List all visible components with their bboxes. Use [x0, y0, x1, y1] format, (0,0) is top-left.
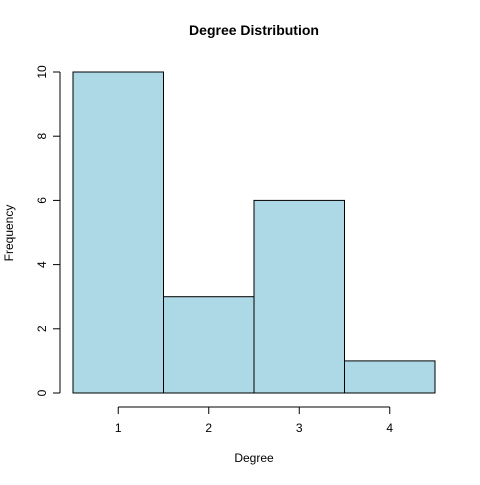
y-tick-label-2: 2 [35, 325, 49, 332]
bar-degree-3 [253, 199, 345, 394]
y-tick-label-10: 10 [35, 65, 49, 79]
x-axis-title: Degree [234, 451, 274, 465]
x-tick-label-4: 4 [386, 421, 393, 435]
y-tick-label-8: 8 [35, 133, 49, 140]
y-tick-label-0: 0 [35, 389, 49, 396]
bar-degree-2 [163, 296, 255, 394]
y-tick-label-4: 4 [35, 261, 49, 268]
y-axis-title: Frequency [2, 205, 16, 262]
x-tick-label-3: 3 [296, 421, 303, 435]
y-axis: 0 2 4 6 8 10 [35, 65, 61, 396]
y-tick-label-6: 6 [35, 197, 49, 204]
x-tick-label-1: 1 [115, 421, 122, 435]
bar-degree-1 [72, 71, 164, 394]
bar-degree-4 [344, 360, 436, 394]
x-tick-label-2: 2 [205, 421, 212, 435]
chart-title: Degree Distribution [189, 22, 319, 38]
bars-group [72, 71, 436, 394]
x-axis: 1 2 3 4 [115, 406, 393, 435]
